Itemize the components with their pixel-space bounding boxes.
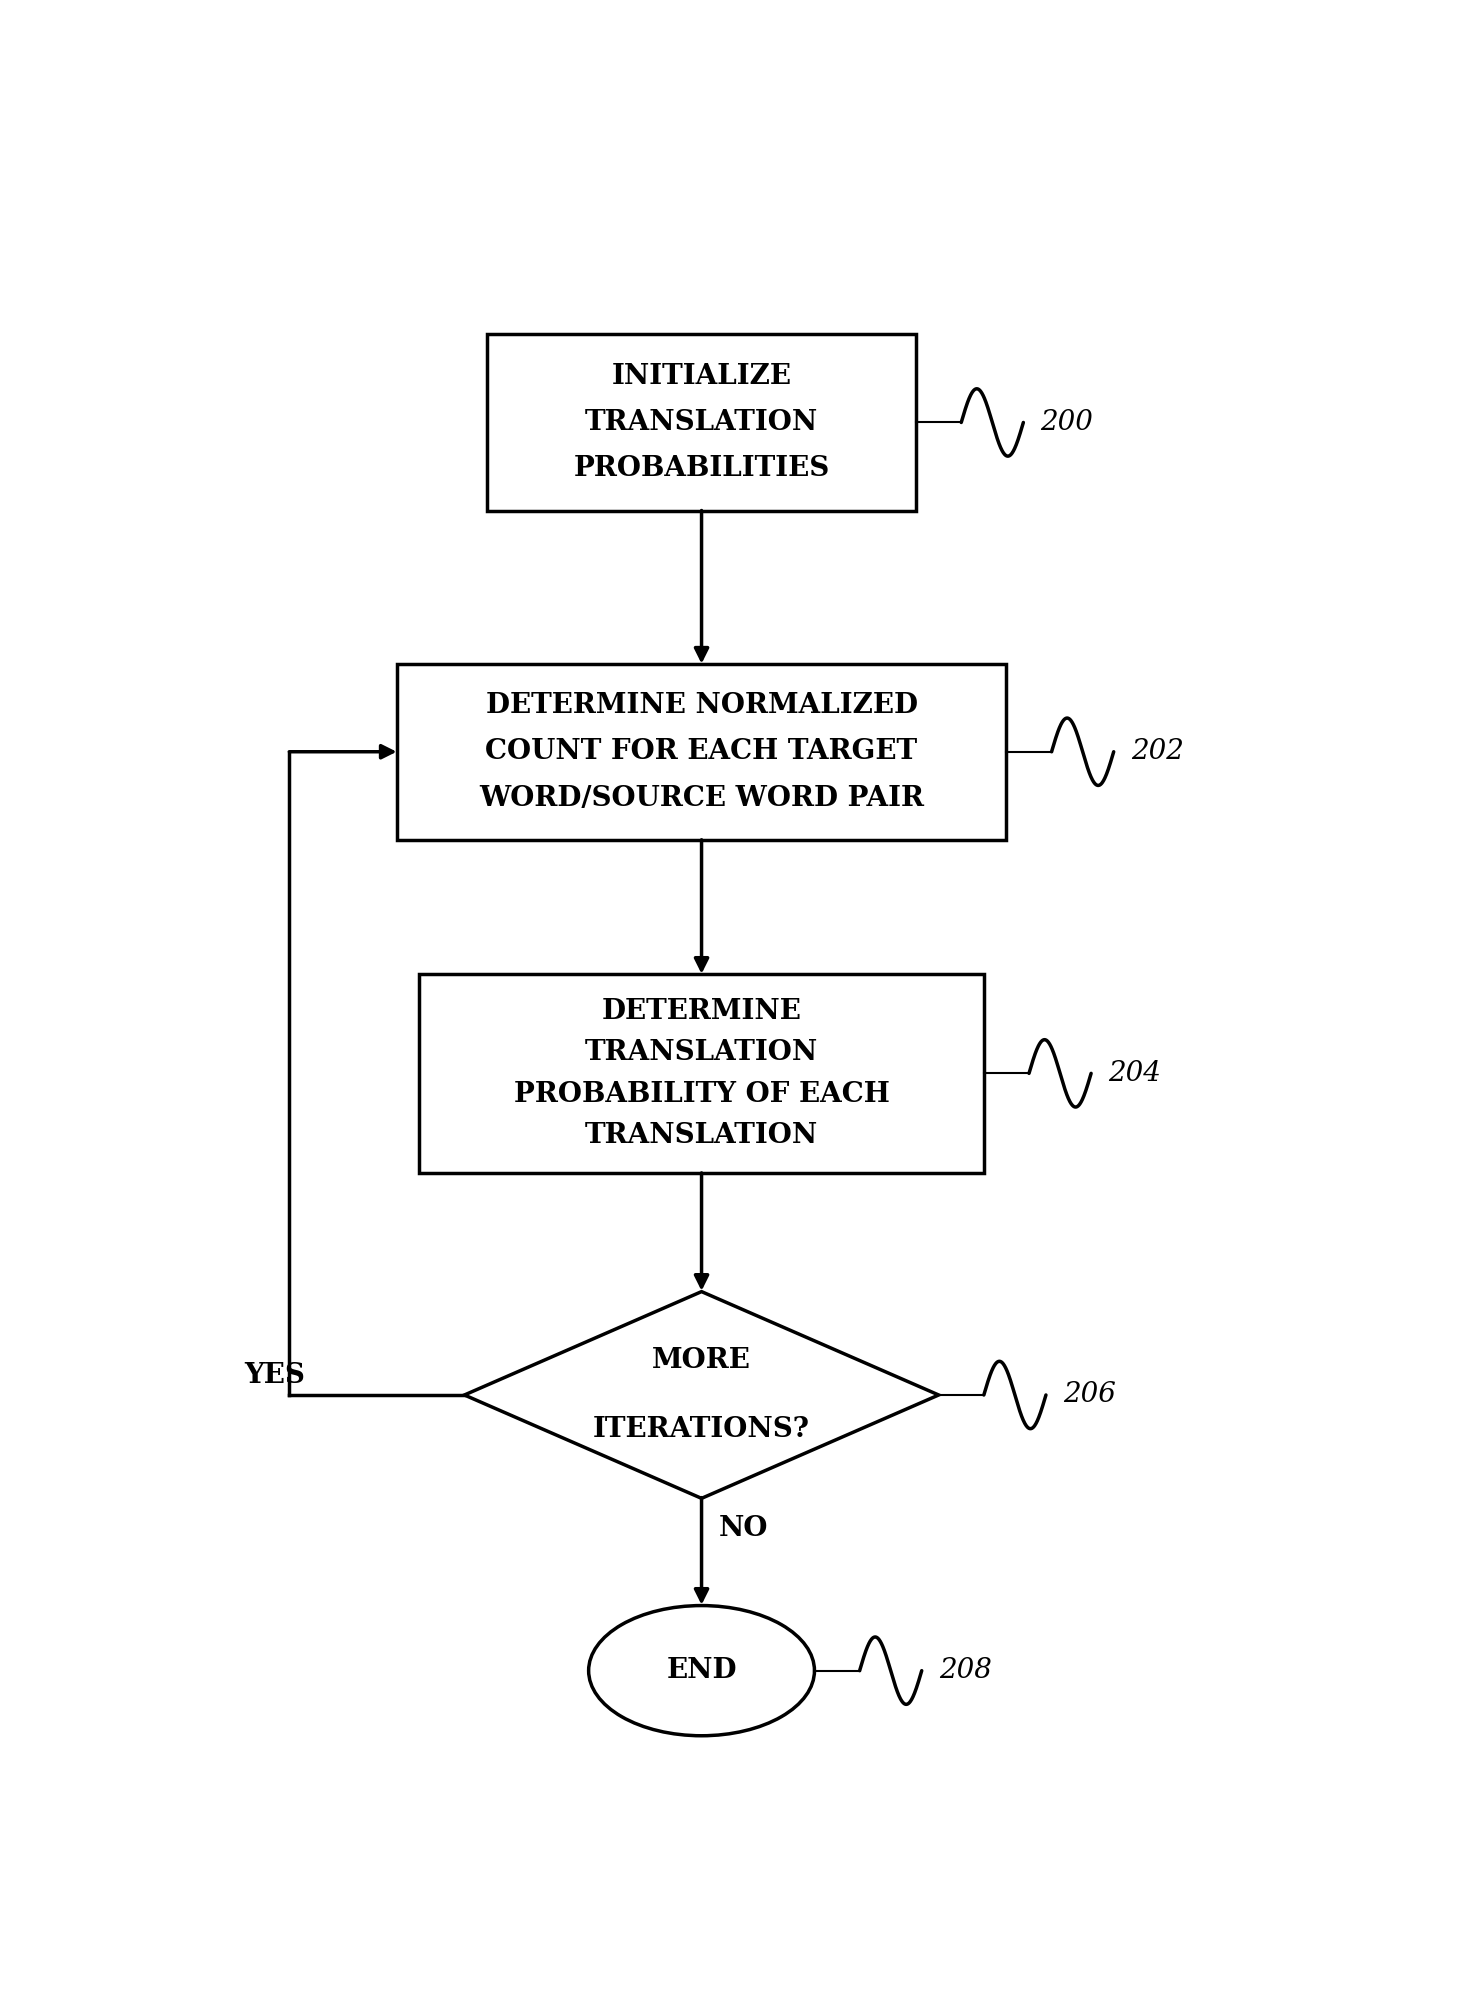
Text: PROBABILITIES: PROBABILITIES — [574, 455, 829, 481]
Text: TRANSLATION: TRANSLATION — [584, 410, 819, 436]
Text: WORD/SOURCE WORD PAIR: WORD/SOURCE WORD PAIR — [479, 784, 924, 812]
Ellipse shape — [589, 1605, 814, 1736]
Text: END: END — [666, 1657, 737, 1685]
Text: INITIALIZE: INITIALIZE — [612, 362, 791, 390]
Bar — [487, 334, 916, 511]
Bar — [396, 664, 1007, 839]
Text: TRANSLATION: TRANSLATION — [584, 1038, 819, 1066]
Text: MORE: MORE — [653, 1347, 750, 1374]
Text: 206: 206 — [1062, 1382, 1116, 1408]
Text: 204: 204 — [1107, 1060, 1161, 1086]
Bar — [420, 975, 983, 1174]
Text: TRANSLATION: TRANSLATION — [584, 1122, 819, 1150]
Text: 200: 200 — [1040, 410, 1093, 436]
Text: COUNT FOR EACH TARGET: COUNT FOR EACH TARGET — [485, 738, 918, 766]
Text: 202: 202 — [1131, 738, 1183, 766]
Text: PROBABILITY OF EACH: PROBABILITY OF EACH — [514, 1080, 889, 1108]
Text: NO: NO — [718, 1516, 768, 1541]
Text: YES: YES — [245, 1362, 305, 1388]
Polygon shape — [465, 1291, 938, 1498]
Text: 208: 208 — [938, 1657, 992, 1685]
Text: ITERATIONS?: ITERATIONS? — [593, 1416, 810, 1442]
Text: DETERMINE: DETERMINE — [602, 998, 801, 1024]
Text: DETERMINE NORMALIZED: DETERMINE NORMALIZED — [485, 692, 918, 718]
